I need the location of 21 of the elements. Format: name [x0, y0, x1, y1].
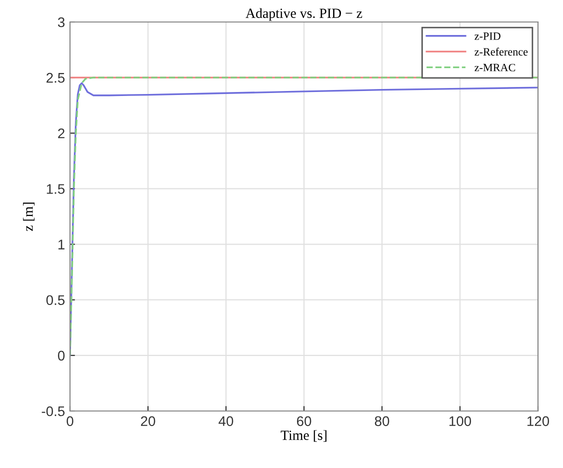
y-tick-label: 3	[58, 17, 65, 28]
x-tick-label: 20	[140, 416, 156, 426]
x-tick-label: 0	[66, 416, 74, 426]
y-tick-label: 1	[58, 240, 64, 250]
y-tick-label: 2	[58, 128, 64, 138]
x-tick-label: 120	[527, 416, 550, 426]
y-tick-label: 1.5	[46, 184, 65, 194]
y-tick-label: 0	[58, 350, 65, 361]
x-tick-label: 80	[374, 416, 390, 426]
y-tick-label: 0.5	[46, 295, 65, 306]
legend-label: z-PID	[474, 32, 500, 40]
y-axis-title: z [m]	[23, 202, 35, 231]
y-tick-label: -0.5	[42, 406, 65, 416]
chart-title: Adaptive vs. PID − z	[246, 8, 362, 21]
y-tick-label: 2.5	[46, 72, 65, 83]
legend-label: z-Reference	[474, 48, 528, 56]
x-tick-label: 100	[449, 416, 472, 426]
x-tick-label: 40	[218, 416, 234, 426]
x-tick-label: 60	[296, 416, 312, 426]
legend-label: z-MRAC	[474, 64, 516, 72]
x-axis-title: Time [s]	[280, 430, 326, 442]
